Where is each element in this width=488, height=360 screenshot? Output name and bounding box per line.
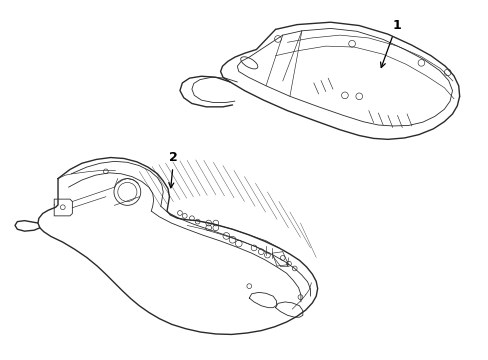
Text: 1: 1 bbox=[380, 19, 400, 68]
Text: 2: 2 bbox=[168, 151, 178, 188]
